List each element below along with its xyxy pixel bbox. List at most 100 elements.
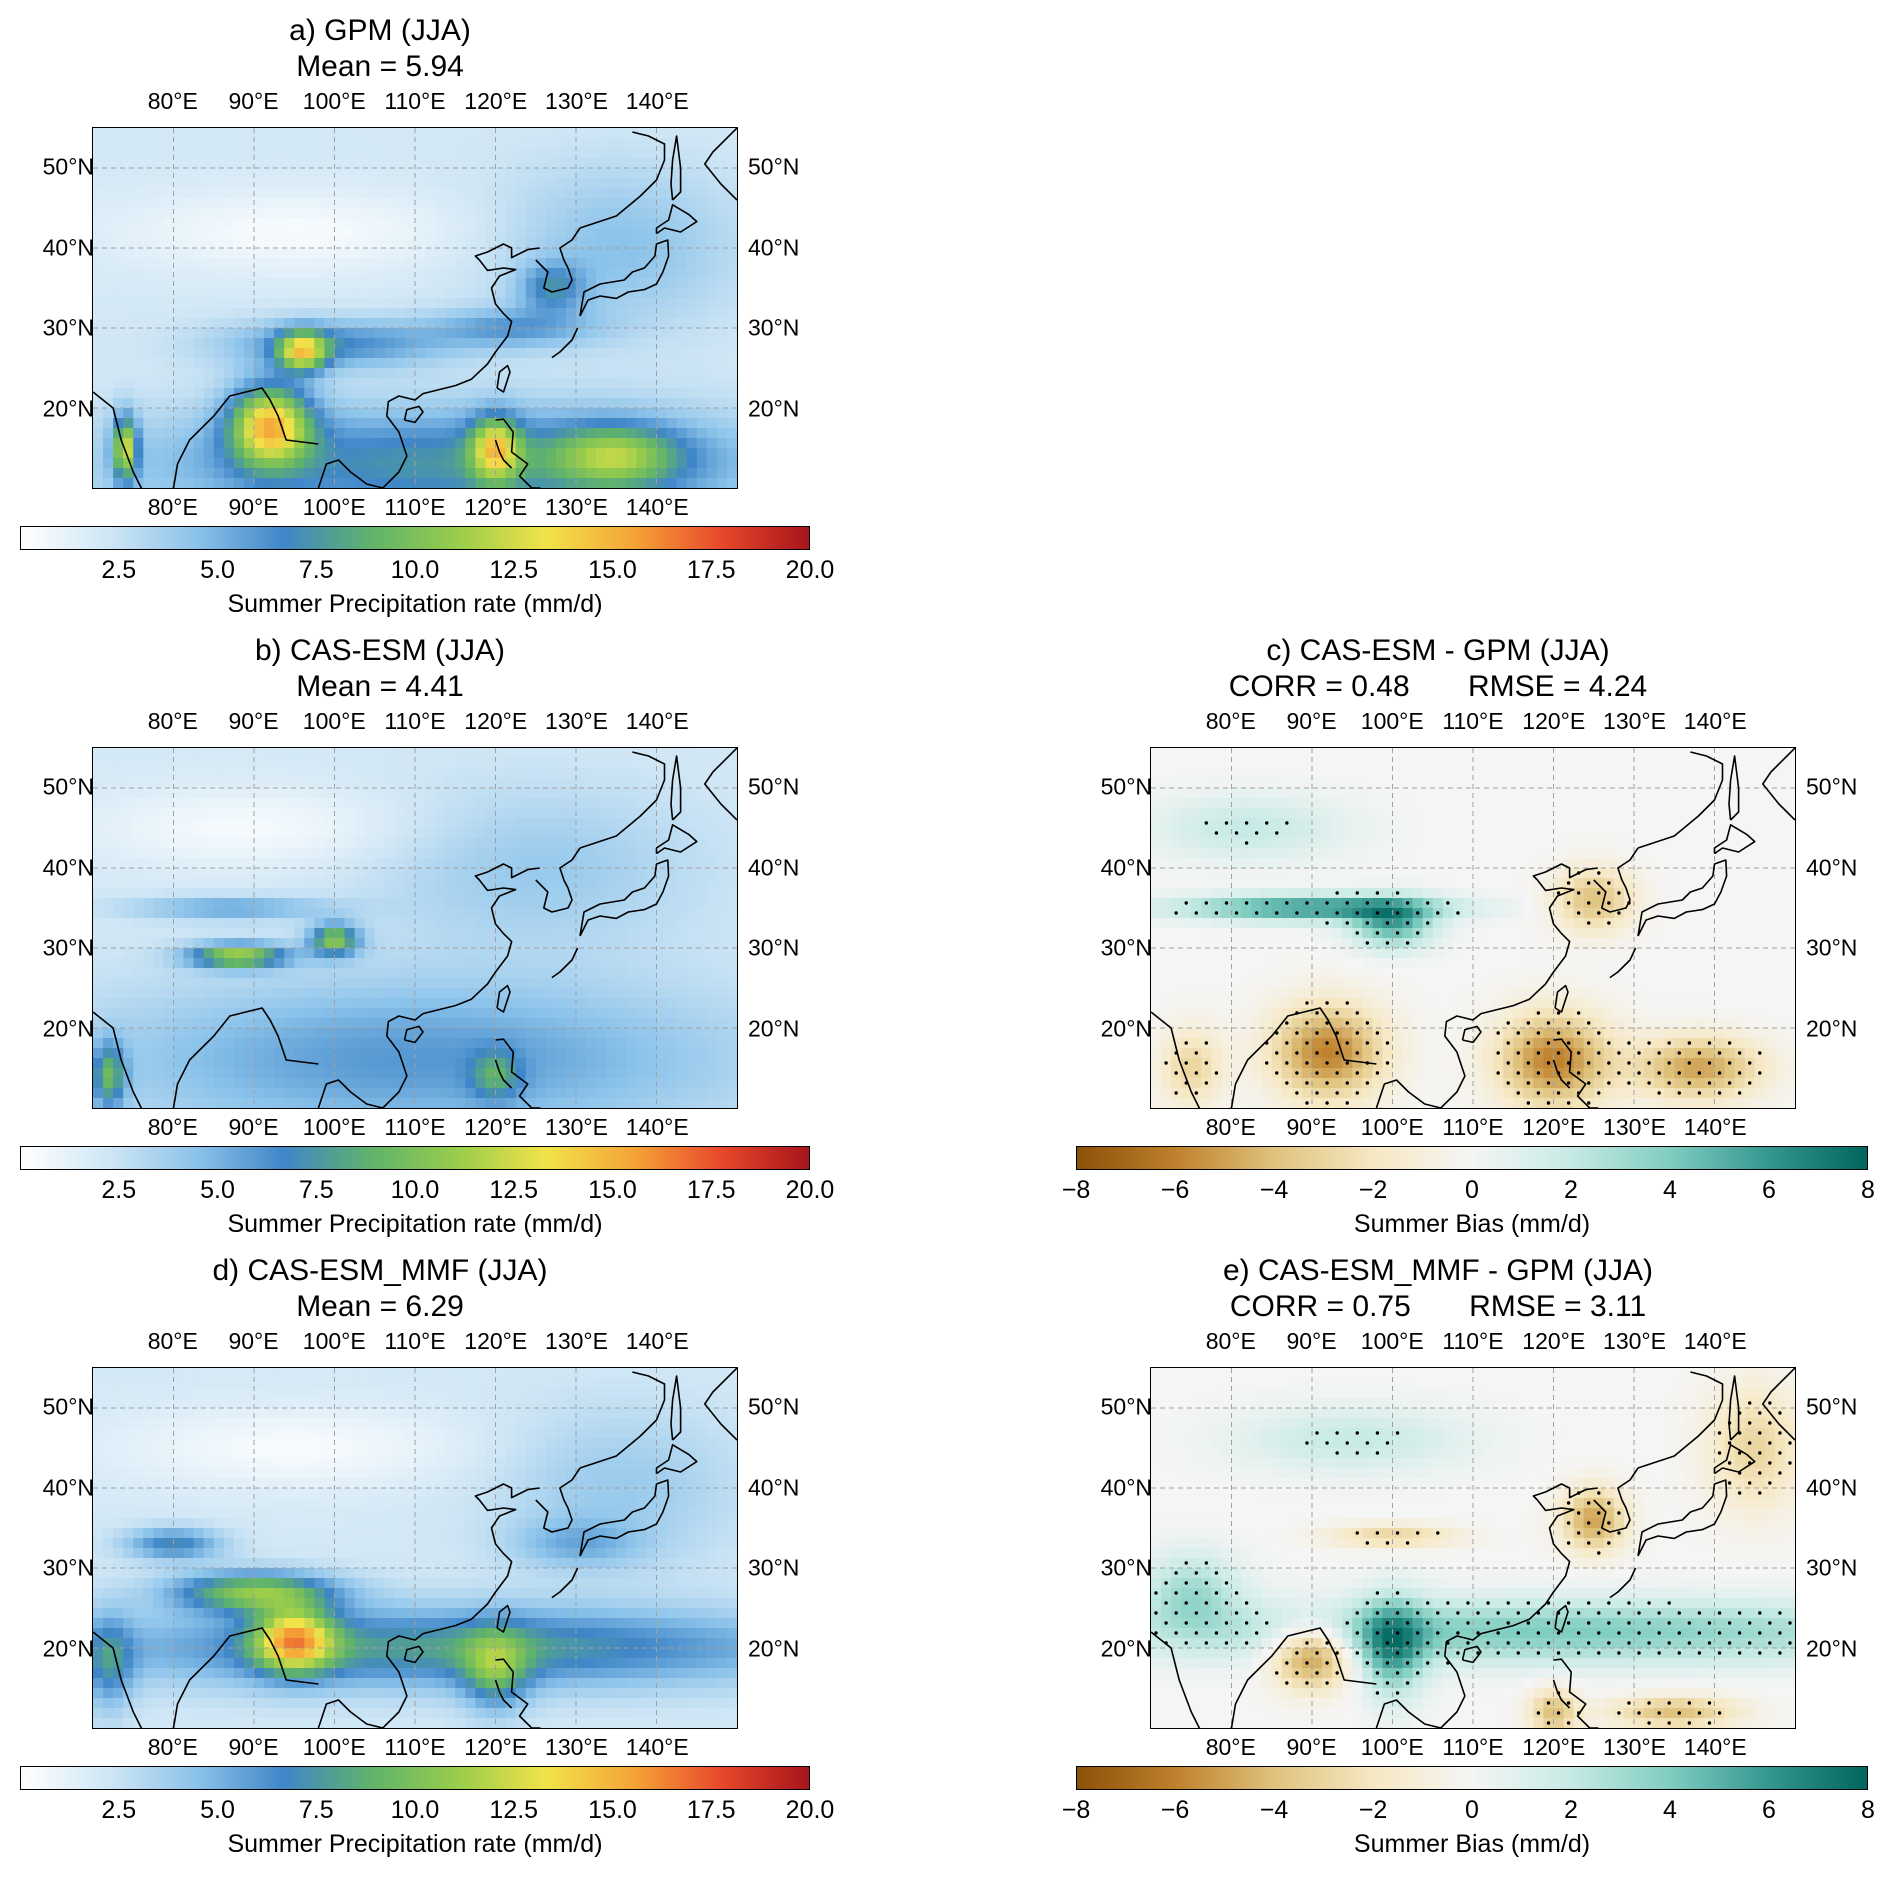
lon-tick-label: 90°E [228, 494, 279, 520]
panel-title: c) CAS-ESM - GPM (JJA) [1266, 634, 1610, 667]
colorbar-ticks: 2.5 5.0 7.5 10.0 12.5 15.0 17.5 20.0 [20, 556, 834, 586]
lon-tick-label: 120°E [464, 494, 528, 520]
lat-axis-left: 50°N 40°N 30°N 20°N [1076, 1367, 1156, 1729]
lat-tick-label: 50°N [1100, 1393, 1152, 1420]
lat-tick-label: 40°N [748, 234, 800, 261]
lon-tick-label: 100°E [302, 1734, 366, 1760]
panel-subtitle: Mean = 5.94 [296, 50, 464, 83]
lon-tick-label: 110°E [1442, 1114, 1504, 1140]
significance-stipple [1164, 821, 1762, 1105]
colorbar-ticks: 2.5 5.0 7.5 10.0 12.5 15.0 17.5 20.0 [20, 1176, 834, 1206]
panel-title: e) CAS-ESM_MMF - GPM (JJA) [1222, 1254, 1653, 1287]
lat-tick-label: 40°N [42, 234, 94, 261]
lon-axis-bottom: 80°E 90°E 100°E 110°E 120°E 130°E 140°E [92, 1114, 738, 1144]
lat-tick-label: 20°N [1100, 1635, 1152, 1662]
lon-axis-bottom: 80°E 90°E 100°E 110°E 120°E 130°E 140°E [1150, 1114, 1796, 1144]
colorbar-tick-label: 7.5 [298, 556, 334, 584]
map-svg [1151, 748, 1795, 1108]
lon-tick-label: 110°E [1442, 708, 1504, 734]
lon-tick-label: 140°E [1683, 708, 1747, 734]
lat-axis-right: 50°N 40°N 30°N 20°N [748, 127, 828, 489]
colorbar-tick-label: 8 [1861, 1176, 1875, 1204]
significance-stipple [1154, 1401, 1792, 1725]
map-area [92, 127, 738, 489]
lon-tick-label: 130°E [545, 1114, 608, 1140]
colorbar-ticks: 2.5 5.0 7.5 10.0 12.5 15.0 17.5 20.0 [20, 1796, 834, 1826]
colorbar-tick-label: 17.5 [686, 1176, 736, 1204]
lat-tick-label: 20°N [748, 1015, 800, 1042]
lon-tick-label: 120°E [464, 1114, 528, 1140]
field-raster [1151, 1368, 1795, 1728]
lon-tick-label: 130°E [1603, 1114, 1666, 1140]
lat-axis-left: 50°N 40°N 30°N 20°N [18, 747, 98, 1109]
lon-tick-label: 140°E [1683, 1114, 1747, 1140]
lon-tick-label: 130°E [1603, 708, 1666, 734]
panel-subtitle: Mean = 4.41 [296, 670, 464, 703]
lat-tick-label: 30°N [1806, 1554, 1858, 1581]
colorbar-tick-label: 15.0 [588, 1176, 637, 1204]
lon-tick-label: 80°E [1205, 1114, 1256, 1140]
lon-tick-label: 110°E [384, 1734, 446, 1760]
lat-tick-label: 20°N [1806, 1635, 1858, 1662]
lat-axis-right: 50°N 40°N 30°N 20°N [748, 747, 828, 1109]
lat-tick-label: 20°N [748, 395, 800, 422]
lat-tick-label: 20°N [748, 1635, 800, 1662]
lon-tick-label: 90°E [228, 88, 279, 114]
map-svg [93, 128, 737, 488]
lon-tick-label: 80°E [1205, 708, 1256, 734]
lat-tick-label: 50°N [1806, 773, 1858, 800]
lat-tick-label: 40°N [1806, 1474, 1858, 1501]
colorbar-tick-label: 15.0 [588, 1796, 637, 1824]
lon-tick-label: 90°E [228, 1734, 279, 1760]
lon-tick-label: 140°E [625, 494, 689, 520]
lon-tick-label: 80°E [147, 494, 198, 520]
colorbar-tick-label: 10.0 [390, 1796, 440, 1824]
colorbar-ticks: −8 −6 −4 −2 0 2 4 6 8 [1062, 1796, 1875, 1826]
lon-tick-label: 100°E [302, 494, 366, 520]
lon-tick-label: 110°E [384, 1328, 446, 1354]
lat-tick-label: 30°N [42, 1554, 94, 1581]
colorbar-tick-label: 10.0 [390, 556, 440, 584]
lon-tick-label: 130°E [545, 494, 608, 520]
lat-tick-label: 40°N [748, 854, 800, 881]
colorbar-tick-label: 20.0 [785, 556, 835, 584]
lon-tick-label: 80°E [1205, 1734, 1256, 1760]
lat-tick-label: 30°N [42, 314, 94, 341]
lat-tick-label: 40°N [748, 1474, 800, 1501]
lat-tick-label: 50°N [1806, 1393, 1858, 1420]
lon-tick-label: 100°E [302, 1114, 366, 1140]
colorbar-tick-label: 12.5 [489, 1796, 539, 1824]
lat-axis-left: 50°N 40°N 30°N 20°N [18, 1367, 98, 1729]
lat-tick-label: 50°N [42, 773, 94, 800]
lat-tick-label: 20°N [42, 1635, 94, 1662]
lon-tick-label: 120°E [1522, 1734, 1586, 1760]
colorbar-tick-label: 5.0 [200, 1176, 235, 1204]
lon-tick-label: 140°E [1683, 1328, 1747, 1354]
lon-tick-label: 80°E [147, 1734, 198, 1760]
lat-tick-label: 20°N [42, 1015, 94, 1042]
lat-axis-right: 50°N 40°N 30°N 20°N [1806, 747, 1886, 1109]
lon-tick-label: 140°E [1683, 1734, 1747, 1760]
lon-tick-label: 110°E [1442, 1328, 1504, 1354]
colorbar-label: Summer Bias (mm/d) [1353, 1210, 1591, 1238]
colorbar-tick-label: 7.5 [298, 1176, 334, 1204]
field-raster [93, 748, 737, 1108]
colorbar-tick-label: 2.5 [101, 1796, 137, 1824]
lat-tick-label: 50°N [748, 1393, 800, 1420]
colorbar [20, 1766, 810, 1790]
gridlines [1151, 1368, 1795, 1728]
panel-title: a) GPM (JJA) [289, 14, 471, 47]
colorbar-tick-label: 7.5 [298, 1796, 334, 1824]
lon-tick-label: 80°E [147, 1114, 198, 1140]
map-svg [93, 748, 737, 1108]
lat-axis-left: 50°N 40°N 30°N 20°N [1076, 747, 1156, 1109]
lon-tick-label: 140°E [625, 708, 689, 734]
colorbar-ticks: −8 −6 −4 −2 0 2 4 6 8 [1062, 1176, 1875, 1206]
coastlines [93, 128, 737, 488]
colorbar-tick-label: 2 [1564, 1176, 1578, 1204]
colorbar-tick-label: −8 [1061, 1176, 1091, 1204]
lat-tick-label: 30°N [748, 934, 800, 961]
map-area [92, 1367, 738, 1729]
lon-tick-label: 90°E [1286, 1734, 1337, 1760]
lon-tick-label: 80°E [147, 88, 198, 114]
